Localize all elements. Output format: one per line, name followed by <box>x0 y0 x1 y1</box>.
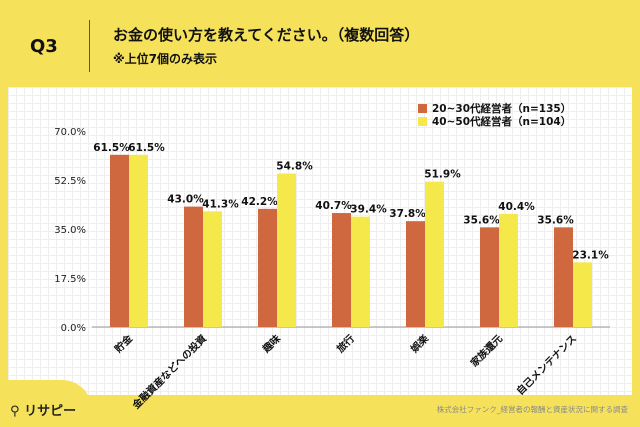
data-label: 40.4% <box>498 201 535 213</box>
legend-label: 40~50代経営者（n=104） <box>432 115 571 128</box>
y-tick-label: 17.5% <box>54 274 86 285</box>
bar <box>351 216 370 327</box>
data-label: 37.8% <box>389 208 426 220</box>
data-label: 42.2% <box>241 196 278 208</box>
source-note: 株式会社ファンク_経営者の報酬と資産状況に関する調査 <box>436 405 628 414</box>
bar <box>129 154 148 327</box>
chart-panel <box>8 87 632 395</box>
y-tick-label: 0.0% <box>61 323 86 334</box>
question-number: Q3 <box>30 36 58 57</box>
data-label: 61.5% <box>93 142 130 154</box>
bar <box>332 213 351 327</box>
y-tick-label: 52.5% <box>54 176 86 187</box>
legend-swatch <box>418 117 427 126</box>
bar <box>499 213 518 327</box>
y-tick-label: 35.0% <box>54 225 86 236</box>
data-label: 41.3% <box>202 198 239 210</box>
data-label: 43.0% <box>167 194 204 206</box>
y-tick-label: 70.0% <box>54 127 86 138</box>
data-label: 35.6% <box>537 214 574 226</box>
x-tick-label: 趣味 <box>259 332 283 356</box>
bar <box>573 262 592 327</box>
logo: ⚲ リサピー <box>10 404 77 419</box>
bar <box>406 221 425 327</box>
data-label: 39.4% <box>350 204 387 216</box>
data-label: 61.5% <box>128 142 165 154</box>
bar <box>258 208 277 327</box>
bar <box>277 173 296 327</box>
data-label: 40.7% <box>315 200 352 212</box>
bar <box>184 206 203 327</box>
data-label: 35.6% <box>463 214 500 226</box>
legend-label: 20~30代経営者（n=135） <box>432 102 571 115</box>
bar <box>480 227 499 327</box>
x-tick-label: 家族還元 <box>468 332 505 369</box>
data-label: 51.9% <box>424 169 461 181</box>
data-label: 54.8% <box>276 161 313 173</box>
page-title: お金の使い方を教えてください。（複数回答） <box>113 26 420 44</box>
x-tick-label: 自己メンテナンス <box>513 332 579 398</box>
x-tick-label: 娯楽 <box>408 331 432 355</box>
logo-text: リサピー <box>24 404 77 419</box>
logo-tab <box>0 380 92 427</box>
divider <box>89 20 90 72</box>
bar <box>203 211 222 327</box>
bar <box>554 227 573 327</box>
legend-swatch <box>418 104 427 113</box>
x-tick-label: 旅行 <box>334 332 357 355</box>
bar <box>110 154 129 327</box>
x-tick-label: 貯金 <box>112 331 136 355</box>
x-tick-label: 金融資産などへの投資 <box>129 332 209 412</box>
subtitle: ※上位7個のみ表示 <box>113 52 218 66</box>
bar <box>425 181 444 327</box>
data-label: 23.1% <box>572 249 609 261</box>
